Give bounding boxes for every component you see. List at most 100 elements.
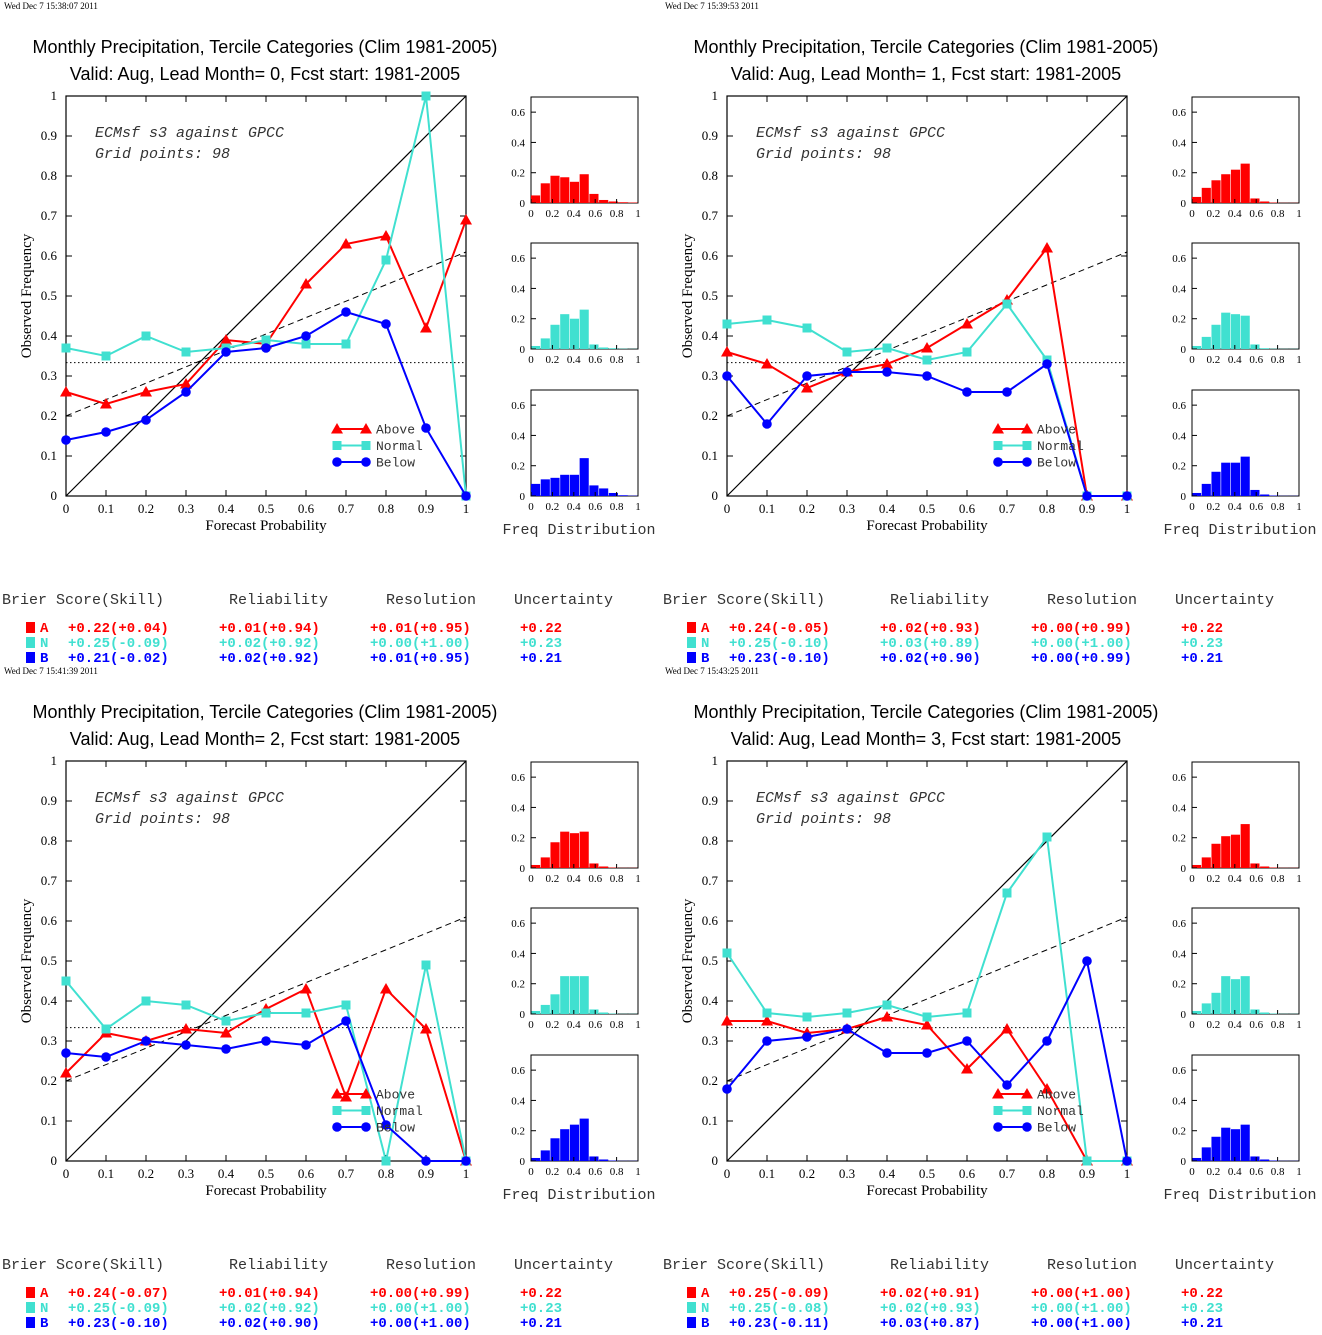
histogram-bar: [1211, 1137, 1220, 1161]
hist-y-tick-label: 0.2: [1172, 168, 1186, 180]
hist-x-tick-label: 0.2: [1207, 873, 1221, 885]
histogram-bar: [1241, 316, 1250, 349]
data-point-below: [61, 1048, 71, 1058]
data-point-above: [420, 322, 432, 333]
legend-label-above: Above: [376, 423, 415, 438]
histogram-bar: [560, 314, 569, 349]
histogram-bar: [560, 976, 569, 1014]
x-tick-label: 1: [1124, 1166, 1131, 1181]
hist-y-tick-label: 0.6: [511, 107, 525, 119]
histogram-bar: [570, 475, 579, 496]
legend-label-below: Below: [1037, 456, 1076, 471]
histogram-bar: [1250, 198, 1259, 203]
data-point-below: [882, 367, 892, 377]
histogram-bar: [619, 495, 628, 496]
data-point-below: [341, 1016, 351, 1026]
category-letter-normal: N: [701, 1301, 709, 1317]
data-point-below: [1002, 387, 1012, 397]
y-tick-label: 0.3: [41, 1033, 57, 1048]
hist-y-tick-label: 0.4: [511, 1095, 525, 1107]
histogram-bar: [580, 1119, 589, 1161]
x-axis-label: Forecast Probability: [866, 518, 988, 534]
histogram-bar: [589, 1156, 598, 1161]
category-swatch-below: [26, 1317, 35, 1328]
hist-x-tick-label: 0.6: [1249, 1166, 1263, 1178]
histogram-bar: [541, 183, 550, 203]
brier-header-1: Reliability: [890, 592, 989, 609]
data-point-normal: [923, 356, 932, 365]
hist-y-tick-label: 0.4: [1172, 430, 1186, 442]
category-letter-normal: N: [40, 636, 48, 652]
histogram-bar: [1202, 857, 1211, 868]
legend-label-normal: Normal: [376, 439, 423, 454]
y-tick-label: 0.1: [702, 1113, 718, 1128]
y-tick-label: 0.4: [41, 993, 58, 1008]
hist-y-tick-label: 0.6: [1172, 107, 1186, 119]
legend-marker-below: [332, 457, 342, 467]
data-point-normal: [883, 1001, 892, 1010]
hist-y-tick-label: 0.6: [511, 253, 525, 265]
hist-y-tick-label: 0.2: [511, 979, 525, 991]
hist-x-tick-label: 0.6: [588, 501, 602, 513]
hist-x-tick-label: 0.8: [610, 1166, 624, 1178]
hist-x-tick-label: 0: [1189, 501, 1195, 513]
brier-value: +0.25(-0.09): [68, 1301, 169, 1317]
data-point-below: [1082, 956, 1092, 966]
y-tick-label: 0.2: [41, 1073, 57, 1088]
no-skill-line: [727, 252, 1127, 416]
y-tick-label: 0.8: [702, 833, 718, 848]
x-tick-label: 0.1: [759, 501, 775, 516]
legend-marker-normal: [362, 1106, 371, 1115]
y-tick-label: 0: [51, 488, 58, 503]
category-letter-above: A: [40, 1286, 49, 1302]
data-point-below: [1122, 491, 1132, 501]
data-point-normal: [963, 1009, 972, 1018]
legend-marker-normal: [362, 441, 371, 450]
brier-value: +0.00(+1.00): [1031, 636, 1132, 652]
hist-x-tick-label: 0.4: [1228, 1166, 1242, 1178]
histogram-bar: [550, 478, 559, 496]
hist-x-tick-label: 0.6: [588, 1166, 602, 1178]
x-tick-label: 0.4: [879, 1166, 896, 1181]
data-point-normal: [723, 949, 732, 958]
histogram-bar: [589, 485, 598, 496]
y-tick-label: 1: [51, 88, 58, 103]
legend-marker-normal: [994, 441, 1003, 450]
y-tick-label: 0.6: [702, 913, 719, 928]
hist-x-tick-label: 0.8: [610, 1019, 624, 1031]
brier-header-0: Brier Score(Skill): [2, 1257, 164, 1274]
x-tick-label: 0.5: [919, 501, 935, 516]
hist-x-tick-label: 0.6: [588, 873, 602, 885]
hist-x-tick-label: 0.6: [1249, 354, 1263, 366]
hist-x-tick-label: 0: [528, 501, 534, 513]
data-point-normal: [803, 1013, 812, 1022]
x-tick-label: 0.7: [338, 501, 355, 516]
hist-x-tick-label: 0.2: [1207, 208, 1221, 220]
hist-y-tick-label: 0: [520, 863, 526, 875]
histogram-bar: [541, 1005, 550, 1014]
hist-x-tick-label: 1: [635, 873, 641, 885]
hist-y-tick-label: 0.6: [511, 400, 525, 412]
hist-axis-label: Freq Distribution: [502, 1187, 655, 1204]
info-model: ECMsf s3 against GPCC: [95, 790, 284, 807]
x-tick-label: 0: [63, 501, 70, 516]
histogram-bar: [589, 863, 598, 868]
hist-x-tick-label: 0.2: [546, 1166, 560, 1178]
x-tick-label: 0.2: [799, 501, 815, 516]
brier-header-1: Reliability: [229, 592, 328, 609]
hist-x-tick-label: 0.8: [1271, 1019, 1285, 1031]
brier-value: +0.03(+0.87): [880, 1316, 981, 1330]
data-point-below: [301, 1040, 311, 1050]
x-tick-label: 0: [724, 501, 731, 516]
brier-header-0: Brier Score(Skill): [663, 592, 825, 609]
data-point-normal: [342, 1001, 351, 1010]
data-point-above: [340, 1091, 352, 1102]
hist-y-tick-label: 0.6: [511, 772, 525, 784]
